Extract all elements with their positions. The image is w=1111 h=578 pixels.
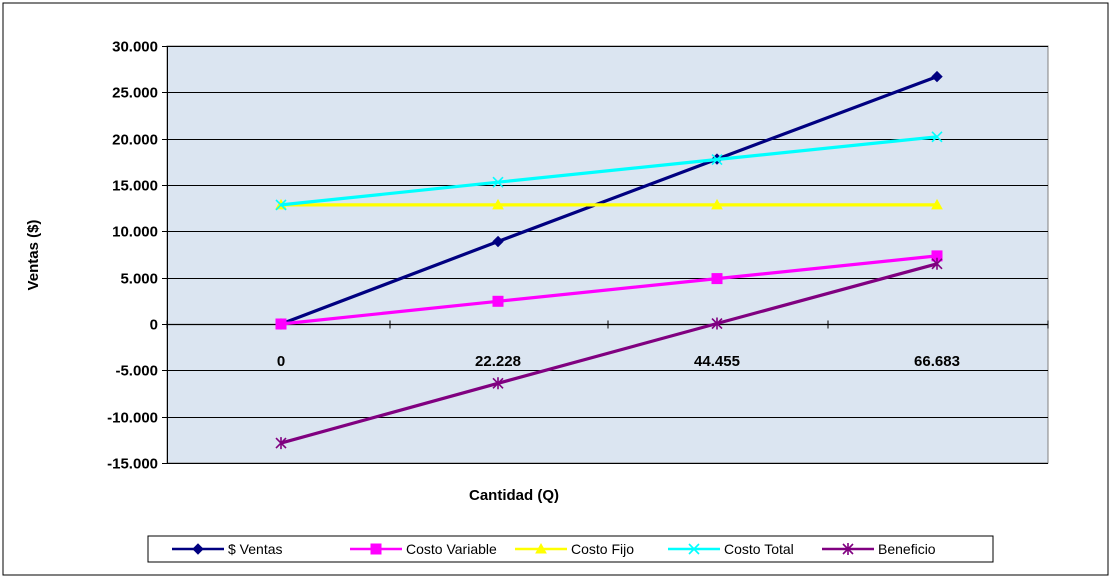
data-point-costo-variable bbox=[275, 318, 287, 330]
y-tick-label: 30.000 bbox=[112, 39, 158, 56]
legend-label: Beneficio bbox=[878, 541, 936, 557]
labels-layer: Ventas ($) Cantidad (Q) bbox=[25, 220, 559, 504]
data-point-beneficio bbox=[492, 377, 504, 390]
axes: -15.000 -10.000 -5.000 0 5.000 10.000 15.000 20… bbox=[107, 39, 1049, 473]
legend: $ Ventas Costo Variable Costo Fijo Costo To… bbox=[147, 535, 994, 563]
y-tick-label: 0 bbox=[150, 317, 158, 334]
data-point-costo-fijo bbox=[931, 198, 943, 210]
series-beneficio bbox=[275, 257, 943, 450]
series-line-costo-total bbox=[280, 135, 938, 207]
legend-label: Costo Fijo bbox=[571, 541, 634, 557]
x-tick-label: 0 bbox=[277, 353, 285, 370]
legend-item-beneficio: Beneficio bbox=[822, 541, 936, 557]
data-point-costo-total bbox=[275, 199, 287, 211]
legend-label: Costo Total bbox=[724, 541, 794, 557]
y-tick-label: 15.000 bbox=[112, 178, 158, 195]
x-tick-label: 22.228 bbox=[475, 353, 521, 370]
legend-label: $ Ventas bbox=[228, 541, 283, 557]
y-axis-label: Ventas ($) bbox=[25, 220, 42, 291]
y-tick-label: 10.000 bbox=[112, 224, 158, 241]
legend-label: Costo Variable bbox=[406, 541, 497, 557]
x-axis-label: Cantidad (Q) bbox=[469, 487, 559, 504]
legend-item-ventas: $ Ventas bbox=[172, 541, 283, 557]
data-point-costo-total bbox=[931, 131, 943, 143]
series-costo-total bbox=[275, 131, 943, 211]
legend-swatch-marker bbox=[535, 542, 547, 554]
x-tick-label: 66.683 bbox=[914, 353, 960, 370]
data-point-costo-total bbox=[711, 153, 723, 166]
y-tick-label: 5.000 bbox=[120, 271, 158, 288]
y-tick-label: 25.000 bbox=[112, 85, 158, 102]
data-point-costo-total bbox=[492, 176, 504, 188]
legend-swatch-marker bbox=[842, 543, 854, 555]
data-point-ventas bbox=[492, 235, 504, 248]
legend-swatch-marker bbox=[370, 543, 382, 555]
y-tick-label: -10.000 bbox=[107, 410, 158, 427]
x-tick-label: 44.455 bbox=[694, 353, 740, 370]
legend-swatch-marker bbox=[192, 543, 204, 555]
series-line-ventas bbox=[280, 75, 938, 326]
data-point-ventas bbox=[931, 70, 943, 83]
data-point-beneficio bbox=[711, 317, 723, 330]
data-point-costo-variable bbox=[711, 273, 723, 285]
legend-item-costo-fijo: Costo Fijo bbox=[515, 541, 634, 557]
legend-swatch-marker bbox=[688, 543, 700, 555]
legend-item-costo-total: Costo Total bbox=[668, 541, 794, 557]
data-point-beneficio bbox=[931, 257, 943, 270]
series-line-beneficio bbox=[280, 262, 938, 445]
data-point-costo-fijo bbox=[492, 198, 504, 210]
data-point-costo-variable bbox=[492, 295, 504, 307]
series-line-costo-variable bbox=[280, 254, 938, 326]
series-layer bbox=[275, 70, 943, 450]
y-tick-label: -5.000 bbox=[115, 363, 158, 380]
y-tick-label: -15.000 bbox=[107, 456, 158, 473]
y-tick-label: 20.000 bbox=[112, 132, 158, 149]
plot-area bbox=[166, 45, 1049, 464]
data-point-beneficio bbox=[275, 437, 287, 450]
legend-item-costo-variable: Costo Variable bbox=[350, 541, 497, 557]
plot-background bbox=[166, 45, 1049, 464]
data-point-costo-fijo bbox=[711, 198, 723, 210]
